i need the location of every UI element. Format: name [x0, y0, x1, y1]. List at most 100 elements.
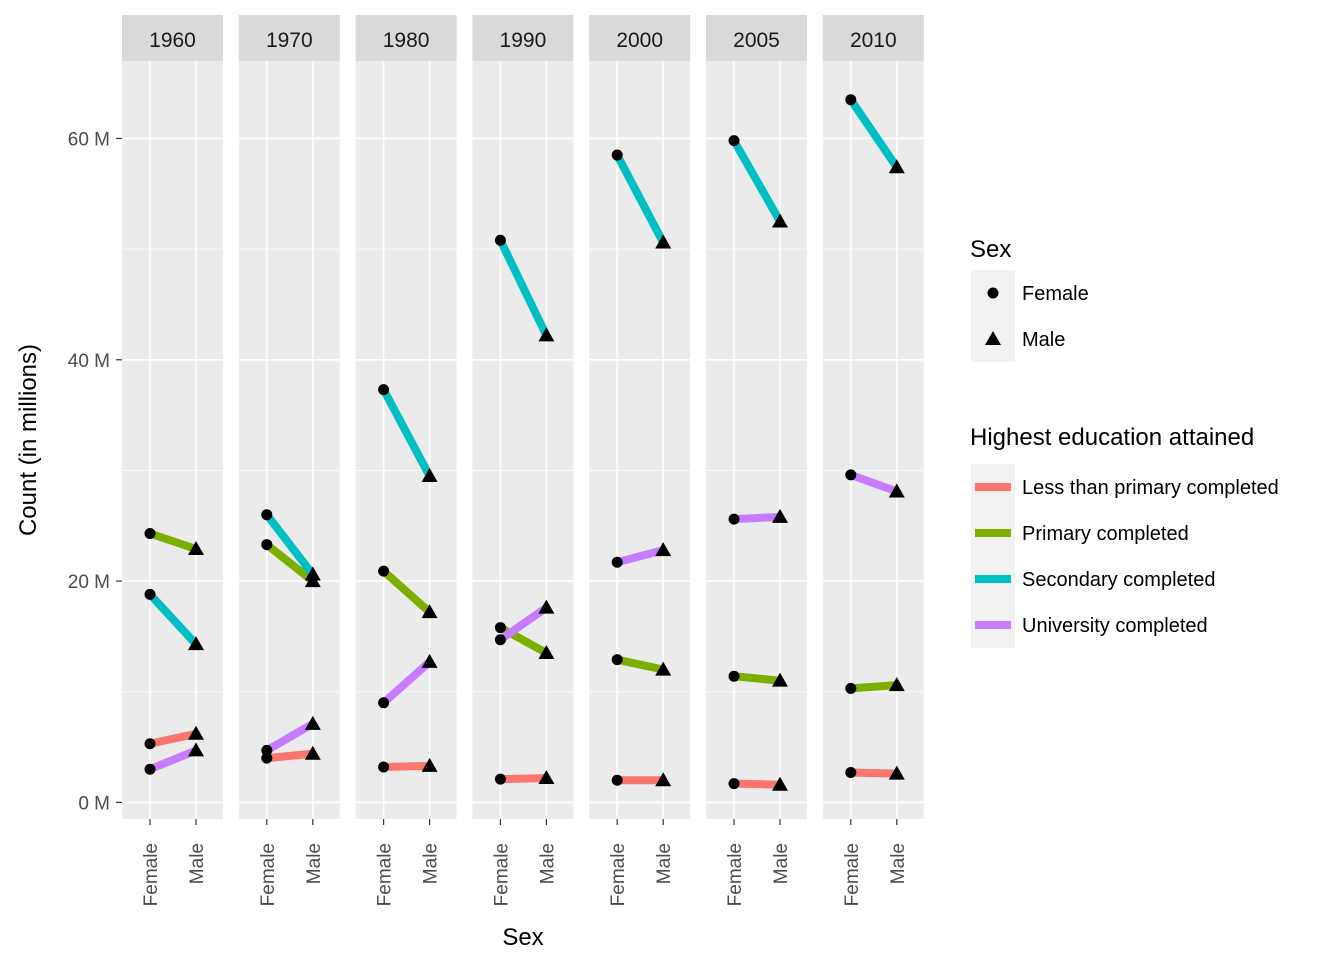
point-female — [845, 469, 857, 481]
color-legend-title: Highest education attained — [970, 424, 1254, 451]
facet-strip-label: 1990 — [500, 29, 547, 52]
point-female — [494, 622, 506, 634]
facet-strip-label: 1960 — [149, 29, 196, 52]
line-university-completed — [616, 546, 665, 567]
line-primary-completed — [148, 529, 198, 553]
facet-strip — [355, 15, 457, 61]
point-male — [888, 765, 905, 780]
legend-label-primary-completed: Primary completed — [1022, 523, 1189, 545]
point-female — [494, 634, 506, 646]
point-male — [538, 645, 555, 660]
point-female — [728, 778, 740, 790]
point-male — [655, 772, 672, 787]
panel-background — [472, 61, 574, 819]
x-tick-label: Female — [608, 843, 629, 906]
triangle-marker-icon — [985, 331, 1001, 345]
facet-panels: 1960 Female Male 1970 Female Male 1980 Female Ma… — [122, 15, 924, 906]
y-tick-label: 60 M — [68, 129, 110, 150]
point-female — [378, 565, 390, 577]
point-male — [421, 467, 438, 482]
facet-2005: 2005 Female Male — [706, 15, 807, 906]
line-university-completed — [264, 720, 315, 754]
facet-2010: 2010 Female Male — [822, 15, 924, 906]
legend-label-female: Female — [1022, 283, 1089, 305]
y-tick-label: 0 M — [78, 793, 110, 814]
line-less-than-primary-completed — [266, 749, 314, 763]
line-university-completed — [849, 471, 899, 496]
point-female — [494, 234, 506, 246]
line-secondary-completed — [730, 138, 784, 224]
line-primary-completed — [850, 681, 898, 693]
facet-strip — [706, 15, 807, 61]
x-tick-label: Female — [842, 843, 863, 906]
y-tick-label: 20 M — [68, 572, 110, 593]
y-axis: 0 M 20 M 40 M 60 M — [68, 129, 122, 814]
legend-label-less-than-primary-completed: Less than primary completed — [1022, 477, 1279, 499]
point-male — [655, 661, 672, 676]
point-female — [144, 528, 156, 540]
x-tick-label: Male — [888, 843, 909, 884]
line-primary-completed — [380, 568, 433, 616]
circle-marker-icon — [987, 287, 999, 299]
point-female — [378, 697, 390, 709]
line-secondary-completed — [496, 238, 551, 338]
line-university-completed — [498, 604, 549, 644]
line-less-than-primary-completed — [383, 761, 430, 771]
facet-1960: 1960 Female Male — [122, 15, 223, 906]
legend-label-male: Male — [1022, 329, 1065, 351]
line-secondary-completed — [380, 387, 434, 478]
point-male — [538, 327, 555, 342]
point-female — [261, 509, 273, 521]
x-tick-label: Male — [771, 843, 792, 884]
point-male — [304, 745, 321, 760]
point-male — [772, 776, 788, 791]
x-tick-label: Female — [725, 843, 746, 906]
facet-strip-label: 2005 — [733, 29, 780, 52]
point-male — [421, 604, 438, 619]
facet-strip — [238, 15, 340, 61]
point-female — [611, 149, 623, 161]
line-secondary-completed — [147, 591, 199, 647]
x-tick-label: Female — [491, 843, 512, 906]
line-less-than-primary-completed — [149, 729, 197, 748]
point-female — [144, 763, 156, 775]
point-female — [611, 774, 623, 786]
line-university-completed — [733, 512, 781, 524]
facet-2000: 2000 Female Male — [589, 15, 691, 906]
line-less-than-primary-completed — [733, 779, 781, 789]
point-male — [188, 725, 204, 740]
shape-legend-title: Sex — [970, 236, 1011, 263]
point-female — [494, 773, 506, 785]
point-female — [611, 556, 623, 568]
x-tick-label: Male — [537, 843, 558, 884]
line-secondary-completed — [847, 97, 901, 170]
point-male — [188, 540, 204, 555]
panel-background — [122, 61, 223, 819]
line-less-than-primary-completed — [500, 774, 547, 784]
facet-1970: 1970 Female Male — [238, 15, 340, 906]
point-male — [188, 636, 204, 651]
x-tick-label: Female — [258, 843, 279, 906]
facet-strip-label: 2010 — [850, 29, 897, 52]
facet-strip — [472, 15, 574, 61]
point-female — [728, 670, 740, 682]
point-female — [728, 513, 740, 525]
facet-strip — [822, 15, 924, 61]
x-tick-label: Male — [421, 843, 442, 884]
point-female — [261, 744, 273, 756]
line-primary-completed — [616, 655, 665, 674]
point-male — [304, 715, 321, 730]
x-tick-label: Male — [304, 843, 325, 884]
point-male — [888, 677, 905, 692]
point-male — [421, 653, 438, 668]
point-female — [378, 761, 390, 773]
facet-1980: 1980 Female Male — [355, 15, 457, 906]
line-primary-completed — [264, 541, 316, 585]
y-axis-title: Count (in millions) — [15, 344, 42, 536]
line-secondary-completed — [613, 153, 667, 245]
point-female — [611, 654, 623, 666]
point-female — [261, 539, 273, 551]
facet-strip — [589, 15, 691, 61]
x-tick-label: Female — [141, 843, 162, 906]
point-male — [772, 508, 788, 523]
